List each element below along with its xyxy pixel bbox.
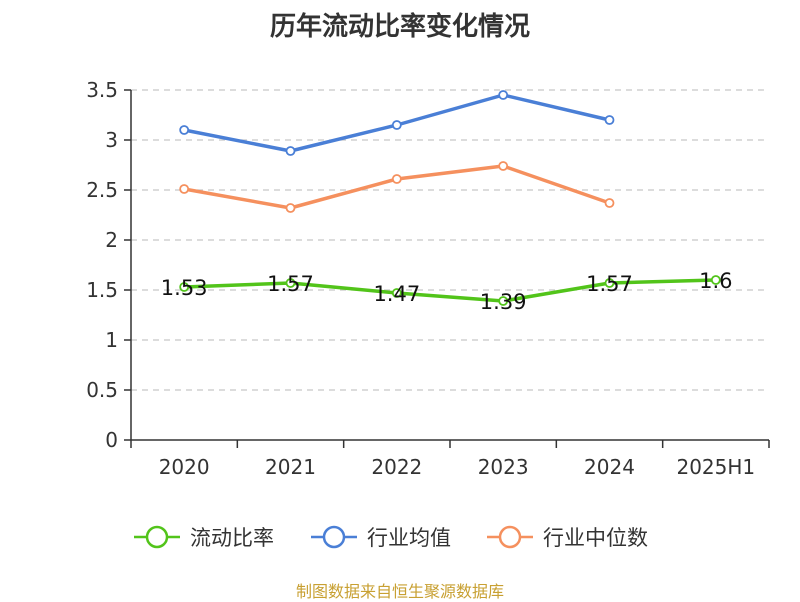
data-label: 1.6 (699, 269, 732, 293)
data-label: 1.57 (586, 272, 633, 296)
data-point (498, 90, 509, 100)
legend: 流动比率 行业均值 行业中位数 (134, 525, 648, 550)
y-tick-label: 0.5 (86, 378, 118, 402)
data-label: 1.57 (267, 272, 314, 296)
x-tick-label: 2024 (584, 455, 635, 479)
y-tick-label: 3.5 (86, 78, 118, 102)
data-label: 1.53 (161, 276, 208, 300)
x-tick-label: 2023 (478, 455, 529, 479)
y-tick-label: 2 (105, 228, 118, 252)
x-tick-label: 2020 (159, 455, 210, 479)
data-point (179, 125, 190, 135)
data-point (391, 174, 402, 184)
series-line (184, 278, 716, 303)
data-point (604, 198, 615, 208)
y-tick-label: 3 (105, 128, 118, 152)
x-tick-label: 2025H1 (676, 455, 755, 479)
y-tick-label: 2.5 (86, 178, 118, 202)
data-point (179, 282, 190, 292)
series-line (183, 164, 611, 210)
y-tick-label: 0 (105, 428, 118, 452)
series-lines (179, 90, 721, 306)
chart-title: 历年流动比率变化情况 (269, 12, 530, 42)
legend-marker (145, 525, 169, 549)
data-point (498, 161, 509, 171)
data-point (498, 296, 509, 306)
legend-marker (498, 525, 522, 549)
data-point (179, 184, 190, 194)
legend-label: 流动比率 (190, 526, 274, 550)
legend-label: 行业均值 (367, 526, 451, 550)
legend-label: 行业中位数 (543, 526, 648, 550)
legend-marker (322, 525, 346, 549)
data-point (604, 278, 615, 288)
x-tick-label: 2022 (371, 455, 422, 479)
y-tick-label: 1 (105, 328, 118, 352)
data-point (285, 203, 296, 213)
data-point (391, 288, 402, 298)
data-point (285, 146, 296, 156)
axes: 0 0.5 1 1.5 2 2.5 3 3.5 2020 2021 2022 2023 2024 2025… (86, 78, 770, 479)
data-point (710, 275, 721, 285)
source-note: 制图数据来自恒生聚源数据库 (295, 582, 504, 601)
data-point (391, 120, 402, 130)
data-label: 1.47 (373, 282, 420, 306)
data-point (604, 115, 615, 125)
x-tick-label: 2021 (265, 455, 316, 479)
data-label: 1.39 (480, 290, 527, 314)
data-labels: 1.53 1.57 1.47 1.39 1.57 1.6 (161, 269, 733, 314)
y-tick-label: 1.5 (86, 278, 118, 302)
data-point (285, 278, 296, 288)
grid-lines (131, 89, 769, 391)
